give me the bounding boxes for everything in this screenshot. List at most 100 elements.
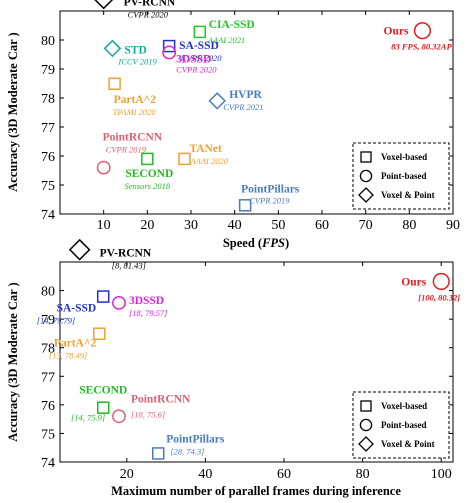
y-tick-label: 74 [41, 456, 55, 471]
y-tick-label: 77 [41, 121, 55, 136]
point-tanet [178, 152, 191, 166]
point-sa-ssd [96, 290, 110, 303]
legend-label-voxel-based: Voxel-based [381, 401, 427, 411]
label-hvpr: HVPR [229, 89, 262, 101]
y-axis-label-speed: Accuracy (3D Moderate Car ) [6, 32, 20, 191]
y-tick-label: 76 [41, 150, 55, 165]
legend-label-point-based: Point-based [381, 171, 427, 181]
legend-square-icon [360, 151, 372, 163]
sublabel-ours: [100, 80.32] [418, 292, 460, 302]
y-axis-speed: 74 75 76 77 78 79 80 [41, 34, 453, 223]
point-hvpr [208, 92, 226, 110]
sublabel-tanet: AAAI 2020 [189, 156, 228, 166]
point-second [96, 401, 110, 414]
label-pointrcnn: PointRCNN [131, 393, 191, 405]
point-cia-ssd [193, 25, 206, 39]
data-labels-frames: PV-RCNN[8, 81.43]Ours[100, 80.32]SA-SSD[… [37, 248, 461, 457]
label-ours: Ours [401, 276, 426, 288]
y-tick-label: 77 [41, 370, 55, 385]
label-std: STD [124, 44, 146, 56]
sublabel-hvpr: CVPR 2021 [223, 102, 263, 112]
label-3dssd: 3DSSD [176, 53, 211, 65]
label-tanet: TANet [189, 143, 222, 155]
label-parta-2: PartA^2 [54, 338, 97, 350]
point-pv-rcnn [94, 0, 114, 10]
legend-circle-icon [359, 169, 373, 183]
label-cia-ssd: CIA-SSD [209, 19, 255, 31]
x-tick-label: 50 [271, 218, 285, 233]
point-sa-ssd [162, 39, 176, 53]
sublabel-second: [14, 75.9] [71, 413, 105, 423]
sublabel-ours: 83 FPS, 80.32AP [391, 42, 452, 52]
sublabel-parta-2: [13, 78.49] [49, 351, 88, 361]
x-tick-label: 40 [228, 218, 242, 233]
sublabel-pointpillars: CVPR 2019 [249, 195, 290, 205]
x-tick-label: 40 [198, 467, 212, 482]
y-tick-label: 75 [41, 427, 55, 442]
label-pv-rcnn: PV-RCNN [124, 0, 176, 9]
sublabel-parta-2: TPAMI 2020 [113, 107, 157, 117]
legend-label-point-based: Point-based [381, 420, 427, 430]
label-sa-ssd: SA-SSD [179, 40, 219, 52]
legend-label-voxel-point: Voxel & Point [381, 439, 435, 449]
label-pointpillars: PointPillars [166, 433, 225, 445]
point-3dssd [162, 45, 177, 60]
x-tick-label: 80 [356, 467, 370, 482]
x-axis-frames: 20 40 60 80 100 [120, 262, 452, 482]
legend-speed: Voxel-based Point-based Voxel & Point [352, 142, 450, 210]
y-tick-label: 76 [41, 399, 55, 414]
sublabel-pv-rcnn: CVPR 2020 [128, 10, 169, 20]
x-tick-label: 80 [402, 218, 416, 233]
legend-diamond-icon [358, 436, 374, 452]
y-tick-label: 79 [41, 63, 55, 78]
sublabel-std: ICCV 2019 [117, 56, 157, 66]
point-pointpillars [238, 199, 252, 212]
sublabel-pointrcnn: [18, 75.6] [131, 409, 165, 419]
point-parta-2 [108, 77, 121, 91]
x-tick-label: 100 [431, 467, 452, 482]
sublabel-second: Sensors 2018 [125, 181, 171, 191]
point-pointrcnn [96, 160, 111, 175]
sublabel-3dssd: CVPR 2020 [176, 64, 217, 74]
x-axis-label-speed: Speed (FPS) [223, 236, 289, 250]
point-pointpillars [152, 447, 165, 460]
point-pv-rcnn [68, 238, 91, 261]
y-tick-label: 78 [41, 342, 55, 357]
x-tick-label: 60 [277, 467, 291, 482]
x-tick-label: 90 [446, 218, 460, 233]
sublabel-sa-ssd: CVPR 2020 [181, 53, 222, 63]
y-tick-label: 79 [41, 313, 55, 328]
x-tick-label: 20 [140, 218, 154, 233]
plot-frame-speed [59, 10, 454, 215]
x-tick-label: 60 [315, 218, 329, 233]
x-tick-label: 20 [120, 467, 134, 482]
label-pointpillars: PointPillars [241, 183, 300, 195]
point-ours [413, 22, 432, 40]
point-std [103, 39, 122, 58]
label-sa-ssd: SA-SSD [57, 303, 97, 315]
y-axis-label-frames: Accuracy (3D Moderate Car ) [6, 282, 20, 441]
x-axis-speed: 10 20 30 40 50 60 70 80 90 [97, 11, 460, 233]
y-tick-label: 78 [41, 92, 55, 107]
x-tick-label: 30 [184, 218, 198, 233]
y-tick-label: 80 [41, 34, 55, 49]
label-second: SECOND [125, 168, 173, 180]
point-ours [432, 272, 450, 291]
x-axis-label-frames: Maximum number of parallel frames during… [111, 484, 401, 498]
legend-label-voxel-based: Voxel-based [381, 152, 427, 162]
legend-square-icon [360, 400, 372, 412]
label-3dssd: 3DSSD [129, 295, 164, 307]
sublabel-3dssd: [18, 79.57] [129, 308, 168, 318]
legend-circle-icon [359, 418, 373, 432]
sublabel-cia-ssd: AAAI 2021 [207, 35, 246, 45]
point-pointrcnn [112, 409, 126, 424]
label-parta-2: PartA^2 [114, 94, 157, 106]
sublabel-sa-ssd: [14, 79.79] [37, 316, 76, 326]
point-parta-2 [93, 327, 106, 340]
x-axis-label-em: FPS [261, 236, 285, 250]
sublabel-pointrcnn: CVPR 2019 [106, 145, 147, 155]
legend-frames: Voxel-based Point-based Voxel & Point [352, 391, 450, 459]
x-axis-label-pre: Speed ( [223, 236, 262, 250]
